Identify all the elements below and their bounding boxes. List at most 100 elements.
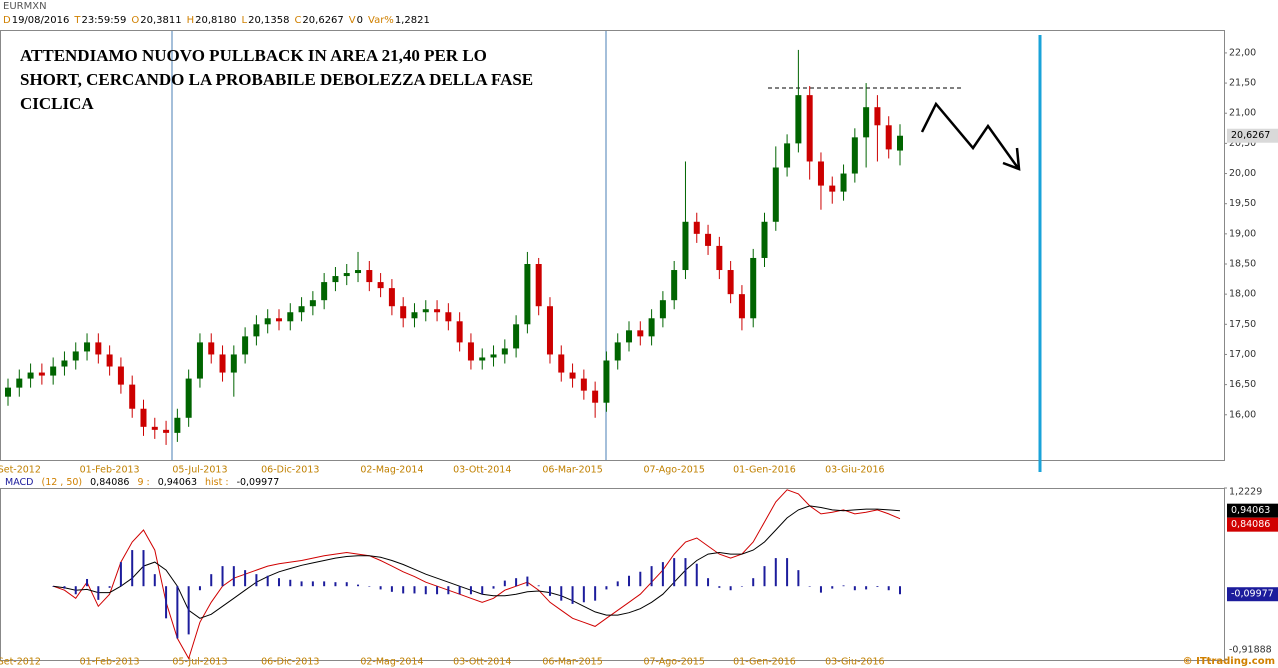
hist-bar xyxy=(639,571,642,587)
hist-bar xyxy=(729,586,732,591)
candle-body xyxy=(163,429,170,433)
candle-body xyxy=(569,372,576,379)
candle-body xyxy=(174,417,181,433)
hist-bar xyxy=(594,586,597,601)
candle-body xyxy=(230,354,237,373)
hist-bar xyxy=(447,586,450,595)
field-value: 0 xyxy=(356,15,363,26)
header-field: L20,1358 xyxy=(242,15,290,26)
header-fields: D19/08/2016 T23:59:59 O20,3811 H20,8180 L20,… xyxy=(3,14,435,28)
header-field: H20,8180 xyxy=(187,15,237,26)
hist-bar xyxy=(131,550,134,587)
x-tick-label: 01-Feb-2013 xyxy=(80,657,140,668)
hist-bar xyxy=(887,586,890,591)
x-tick-label: 03-Ott-2014 xyxy=(453,657,511,668)
candle-body xyxy=(27,372,34,379)
field-value: 23:59:59 xyxy=(81,15,127,26)
hist-bar xyxy=(108,586,111,588)
candle-body xyxy=(863,107,870,138)
x-tick-label: 05-Jul-2013 xyxy=(172,657,227,668)
candle-body xyxy=(411,312,418,319)
candle-body xyxy=(761,221,768,258)
candle-body xyxy=(851,137,858,174)
candle-body xyxy=(546,306,553,355)
y-tick-label: 22,00 xyxy=(1229,47,1256,58)
candle-body xyxy=(106,354,113,367)
hist-bar xyxy=(763,566,766,587)
value-box-label: -0,09977 xyxy=(1231,589,1274,600)
hist-bar xyxy=(684,558,687,587)
footer: © ITtrading.com xyxy=(1183,656,1275,667)
legend-text: -0,09977 xyxy=(237,477,280,488)
hist-bar xyxy=(153,574,156,587)
hist-bar xyxy=(165,586,168,619)
x-tick-label: 06-Mar-2015 xyxy=(542,465,602,476)
x-tick-label: 03-Ott-2014 xyxy=(453,465,511,476)
field-key: T xyxy=(74,15,81,26)
price-frame xyxy=(0,30,1225,461)
candle-body xyxy=(874,107,881,126)
hist-bar xyxy=(244,570,247,587)
candle-body xyxy=(885,125,892,150)
x-tick-label: 03-Giu-2016 xyxy=(825,465,885,476)
hist-bar xyxy=(503,580,506,587)
candle-body xyxy=(648,318,655,337)
y-tick-label: 1,2229 xyxy=(1229,487,1262,498)
annotation: SHORT, CERCANDO LA PROBABILE DEBOLEZZA D… xyxy=(20,70,533,89)
value-box xyxy=(1227,587,1278,602)
hist-bar xyxy=(255,574,258,587)
hist-bar xyxy=(86,578,89,587)
candle-body xyxy=(693,221,700,234)
candle-body xyxy=(817,161,824,186)
legend-title: MACD xyxy=(5,477,33,488)
header-field: C20,6267 xyxy=(294,15,343,26)
hist-bar xyxy=(436,586,439,595)
hist-bar xyxy=(469,586,472,595)
legend-text: 9 : xyxy=(137,477,149,488)
header-field: O20,3811 xyxy=(131,15,181,26)
hist-bar xyxy=(537,585,540,587)
y-tick-label: -0,91888 xyxy=(1229,645,1272,656)
candle-body xyxy=(129,384,136,409)
y-tick-label: 20,50 xyxy=(1229,138,1256,149)
candle-body xyxy=(355,270,362,274)
hist-bar xyxy=(831,586,834,589)
x-tick-label: 02-Mag-2014 xyxy=(360,657,423,668)
hist-bar xyxy=(379,586,382,590)
candle-body xyxy=(5,387,11,397)
hist-bar xyxy=(176,586,179,639)
candle-body xyxy=(829,185,836,192)
hist-bar xyxy=(560,586,563,601)
candle-body xyxy=(388,288,395,307)
candle-body xyxy=(50,366,57,376)
hist-bar xyxy=(797,570,800,587)
hist-bar xyxy=(187,586,190,635)
candle-body xyxy=(309,300,316,307)
candle-body xyxy=(592,390,599,403)
hist-bar xyxy=(74,586,77,595)
header: EURMXN D19/08/2016 T23:59:59 O20,3811 H20,8… xyxy=(3,0,435,28)
candle-body xyxy=(840,173,847,192)
candle-body xyxy=(626,330,633,343)
hist-bar xyxy=(277,578,280,587)
hist-bar xyxy=(548,586,551,596)
hist-bar xyxy=(616,581,619,587)
candle-body xyxy=(750,257,757,319)
x-tick-label: 06-Dic-2013 xyxy=(261,657,319,668)
hist-bar xyxy=(571,586,574,604)
candle-body xyxy=(738,294,745,319)
field-key: Var% xyxy=(368,15,394,26)
annotation: ATTENDIAMO NUOVO PULLBACK IN AREA 21,40 … xyxy=(20,46,487,65)
hist-bar xyxy=(786,558,789,587)
candle-body xyxy=(479,357,486,361)
hist-bar xyxy=(198,586,201,591)
legend-text: hist : xyxy=(205,477,229,488)
candle-body xyxy=(535,263,542,307)
candle-body xyxy=(445,312,452,322)
hist-bar xyxy=(311,581,314,587)
value-box-label: 0,84086 xyxy=(1231,519,1270,530)
candle-body xyxy=(772,167,779,222)
field-key: C xyxy=(294,15,302,26)
